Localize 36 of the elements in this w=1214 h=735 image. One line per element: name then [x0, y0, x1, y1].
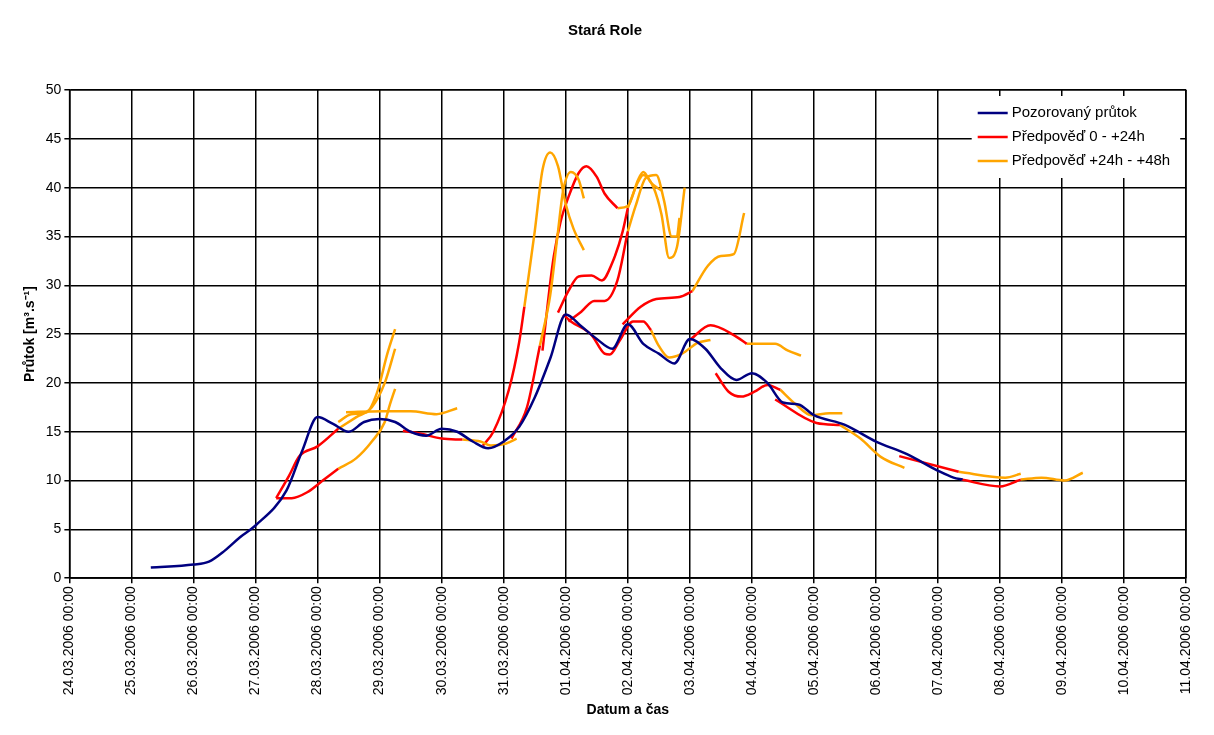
x-tick-label: 29.03.2006 00:00: [370, 586, 387, 696]
x-tick-label: 03.04.2006 00:00: [680, 586, 697, 696]
legend-label: Předpověď +24h - +48h: [1011, 151, 1171, 169]
chart-title: Stará Role: [567, 21, 643, 39]
x-tick-label: 06.04.2006 00:00: [866, 586, 883, 696]
y-tick-label: 35: [45, 227, 62, 244]
x-tick-label: 08.04.2006 00:00: [990, 586, 1007, 696]
y-tick-label: 45: [45, 129, 62, 146]
x-tick-label: 09.04.2006 00:00: [1052, 586, 1069, 696]
x-tick-label: 30.03.2006 00:00: [432, 586, 449, 696]
y-axis-title: Průtok [m³.s⁻¹]: [21, 286, 38, 383]
x-tick-label: 24.03.2006 00:00: [60, 586, 77, 696]
x-tick-label: 04.04.2006 00:00: [742, 586, 759, 696]
y-tick-label: 50: [45, 80, 62, 97]
x-tick-label: 25.03.2006 00:00: [122, 586, 139, 696]
y-tick-label: 25: [45, 324, 62, 341]
x-tick-label: 11.04.2006 00:00: [1177, 585, 1194, 695]
x-tick-label: 01.04.2006 00:00: [556, 586, 573, 696]
y-tick-label: 15: [45, 422, 62, 439]
y-tick-label: 5: [53, 520, 62, 537]
y-tick-label: 20: [45, 373, 62, 390]
x-axis-title: Datum a čas: [586, 701, 670, 718]
y-tick-label: 10: [45, 471, 62, 488]
x-tick-label: 05.04.2006 00:00: [804, 586, 821, 696]
y-tick-label: 30: [45, 276, 62, 293]
x-tick-label: 10.04.2006 00:00: [1115, 586, 1132, 696]
x-tick-label: 27.03.2006 00:00: [246, 586, 263, 696]
x-tick-label: 31.03.2006 00:00: [494, 586, 511, 696]
legend-label: Pozorovaný průtok: [1011, 103, 1138, 121]
x-tick-label: 07.04.2006 00:00: [928, 586, 945, 696]
x-tick-label: 02.04.2006 00:00: [618, 586, 635, 696]
y-tick-label: 40: [45, 178, 62, 195]
x-tick-label: 28.03.2006 00:00: [308, 586, 325, 696]
x-tick-label: 26.03.2006 00:00: [184, 586, 201, 696]
y-tick-label: 0: [53, 569, 62, 586]
legend-label: Předpověď 0 - +24h: [1011, 127, 1145, 145]
